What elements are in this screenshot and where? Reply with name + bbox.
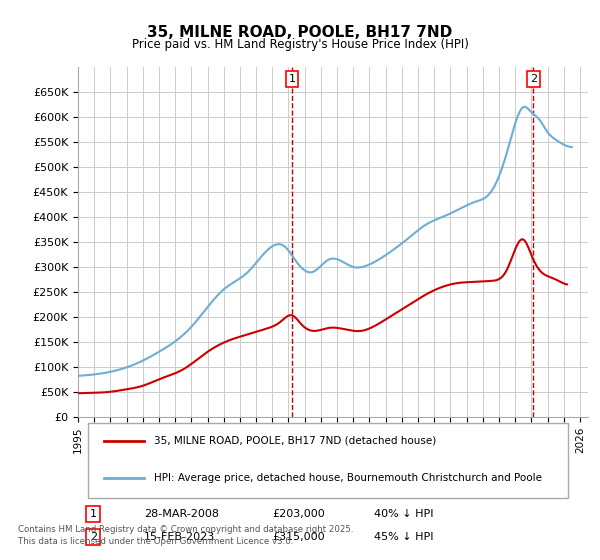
Text: HPI: Average price, detached house, Bournemouth Christchurch and Poole: HPI: Average price, detached house, Bour…	[155, 473, 542, 483]
Text: 1: 1	[90, 509, 97, 519]
Text: 15-FEB-2023: 15-FEB-2023	[145, 532, 215, 542]
Text: 2: 2	[90, 532, 97, 542]
Text: 45% ↓ HPI: 45% ↓ HPI	[374, 532, 433, 542]
Text: 2: 2	[530, 74, 537, 84]
FancyBboxPatch shape	[88, 423, 568, 498]
Text: Price paid vs. HM Land Registry's House Price Index (HPI): Price paid vs. HM Land Registry's House …	[131, 38, 469, 51]
Text: 35, MILNE ROAD, POOLE, BH17 7ND: 35, MILNE ROAD, POOLE, BH17 7ND	[148, 25, 452, 40]
Text: 28-MAR-2008: 28-MAR-2008	[145, 509, 220, 519]
Text: 40% ↓ HPI: 40% ↓ HPI	[374, 509, 433, 519]
Text: £315,000: £315,000	[272, 532, 325, 542]
Text: 1: 1	[289, 74, 296, 84]
Text: 35, MILNE ROAD, POOLE, BH17 7ND (detached house): 35, MILNE ROAD, POOLE, BH17 7ND (detache…	[155, 436, 437, 446]
Text: Contains HM Land Registry data © Crown copyright and database right 2025.
This d: Contains HM Land Registry data © Crown c…	[18, 525, 353, 546]
Text: £203,000: £203,000	[272, 509, 325, 519]
